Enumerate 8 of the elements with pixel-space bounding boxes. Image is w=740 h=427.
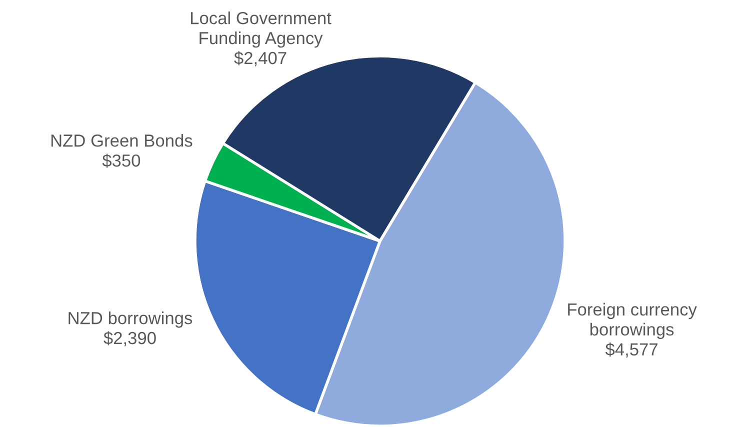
data-label: $4,577 [605, 342, 658, 358]
data-label: $350 [102, 154, 140, 168]
slice-label: NZD borrowings [68, 312, 192, 328]
slice-label: Local Government Funding Agency [191, 12, 332, 48]
slice-label: NZD Green Bonds [51, 134, 192, 147]
data-label: $2,407 [234, 51, 286, 66]
data-label: $2,390 [104, 331, 156, 346]
slice-label: Foreign currency borrowings [568, 302, 697, 340]
